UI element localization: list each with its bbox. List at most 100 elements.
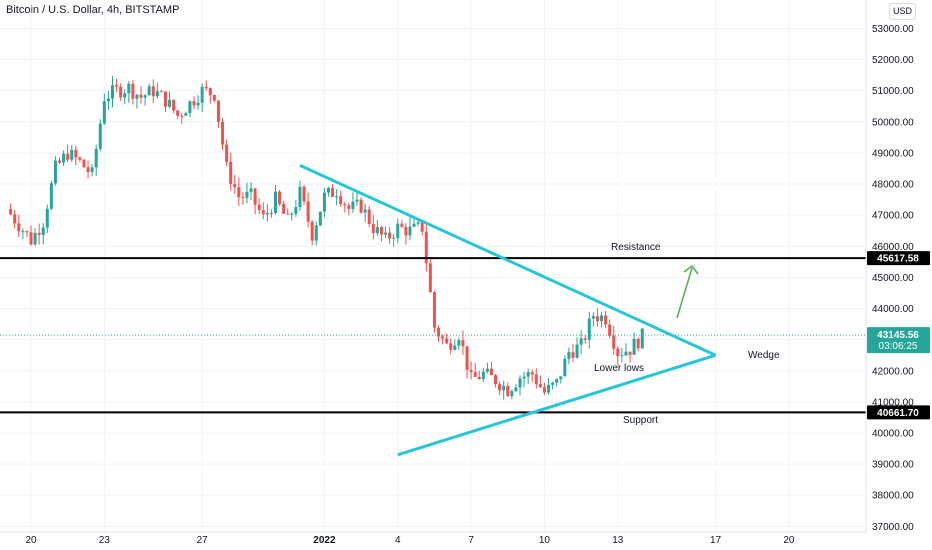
currency-button[interactable]: USD <box>889 3 916 20</box>
candle-body <box>314 225 318 241</box>
candle-body <box>225 144 229 162</box>
candle-body <box>628 351 632 355</box>
candle-body <box>359 199 363 213</box>
time-axis[interactable]: 20 23 27 2022 4 7 10 13 17 20 <box>25 535 795 546</box>
candle-body <box>229 161 233 184</box>
candle-body <box>94 148 98 168</box>
y-tick-label: 48000.00 <box>872 180 914 191</box>
annotation-wedge: Wedge <box>748 350 780 361</box>
candles <box>9 75 644 400</box>
y-tick-label: 41000.00 <box>872 397 914 408</box>
candle-body <box>119 86 123 98</box>
candle-body <box>559 376 563 380</box>
candle-body <box>608 324 612 336</box>
y-tick-label: 44000.00 <box>872 304 914 315</box>
x-tick-label: 10 <box>539 535 551 546</box>
candle-body <box>306 201 310 222</box>
candle-body <box>147 86 151 96</box>
candle-body <box>25 231 29 233</box>
price-axis[interactable]: 37000.00 38000.00 39000.00 40000.00 41000.00… <box>872 24 914 533</box>
x-tick-label: 7 <box>468 535 474 546</box>
candle-body <box>587 318 591 340</box>
candle-body <box>29 232 33 245</box>
candle-body <box>221 121 225 145</box>
resistance-price-tag-bg <box>867 251 930 266</box>
candle-body <box>62 153 66 163</box>
candle-body <box>355 199 359 202</box>
candle-body <box>208 88 212 96</box>
candle-body <box>241 197 245 199</box>
candle-body <box>583 338 587 340</box>
candle-body <box>82 159 86 168</box>
candle-body <box>310 221 314 241</box>
candle-body <box>416 222 420 224</box>
candle-body <box>9 208 13 215</box>
candle-body <box>216 100 220 122</box>
candle-body <box>143 95 147 98</box>
candle-body <box>379 227 383 235</box>
candle-body <box>111 85 114 99</box>
candle-body <box>502 385 506 391</box>
candle-body <box>551 382 555 385</box>
annotation-support: Support <box>623 415 658 426</box>
candle-body <box>159 91 163 93</box>
candle-body <box>351 201 355 210</box>
x-tick-label: 27 <box>197 535 209 546</box>
candle-body <box>176 110 180 116</box>
candle-body <box>163 91 167 107</box>
candle-body <box>485 368 489 372</box>
candle-body <box>249 188 253 192</box>
candle-body <box>102 101 106 124</box>
x-tick-label: 20 <box>783 535 795 546</box>
candle-body <box>74 149 78 158</box>
candle-body <box>412 223 416 227</box>
candle-body <box>339 196 343 205</box>
candle-body <box>326 187 330 193</box>
candle-body <box>563 358 567 377</box>
y-tick-label: 38000.00 <box>872 491 914 502</box>
wedge-lower-line <box>397 353 717 457</box>
candle-body <box>465 346 469 370</box>
y-tick-label: 40000.00 <box>872 429 914 440</box>
candle-body <box>591 316 595 319</box>
candle-body <box>432 292 436 328</box>
drawings: Resistance Support Lower lows Wedge <box>0 164 866 457</box>
candle-body <box>58 160 62 163</box>
candle-body <box>567 352 571 359</box>
candle-body <box>461 340 465 347</box>
candle-body <box>420 222 424 232</box>
candle-body <box>86 167 90 172</box>
candle-body <box>131 83 135 99</box>
candle-body <box>510 391 514 397</box>
candle-body <box>196 102 200 106</box>
x-tick-label: 17 <box>710 535 722 546</box>
candle-body <box>347 205 351 210</box>
candle-body <box>616 348 620 357</box>
candle-body <box>237 187 241 198</box>
candle-body <box>547 384 551 393</box>
candle-body <box>45 208 49 228</box>
support-price-tag-bg <box>867 405 930 420</box>
candle-body <box>600 315 603 322</box>
x-tick-label: 13 <box>612 535 624 546</box>
candle-body <box>274 191 277 214</box>
candle-body <box>575 344 579 358</box>
candle-body <box>123 93 127 98</box>
candle-body <box>571 352 575 358</box>
candle-body <box>139 94 143 98</box>
candle-body <box>522 376 526 379</box>
candle-body <box>514 387 518 392</box>
y-tick-label: 49000.00 <box>872 148 914 159</box>
candle-body <box>384 232 388 235</box>
candle-body <box>400 223 404 227</box>
candle-body <box>192 101 196 106</box>
candle-body <box>286 213 290 215</box>
candle-body <box>538 384 542 387</box>
candle-body <box>278 191 282 204</box>
y-tick-label: 45000.00 <box>872 273 914 284</box>
candle-body <box>473 372 477 377</box>
y-tick-label: 46000.00 <box>872 242 914 253</box>
candle-body <box>90 167 94 172</box>
candle-body <box>624 351 628 356</box>
